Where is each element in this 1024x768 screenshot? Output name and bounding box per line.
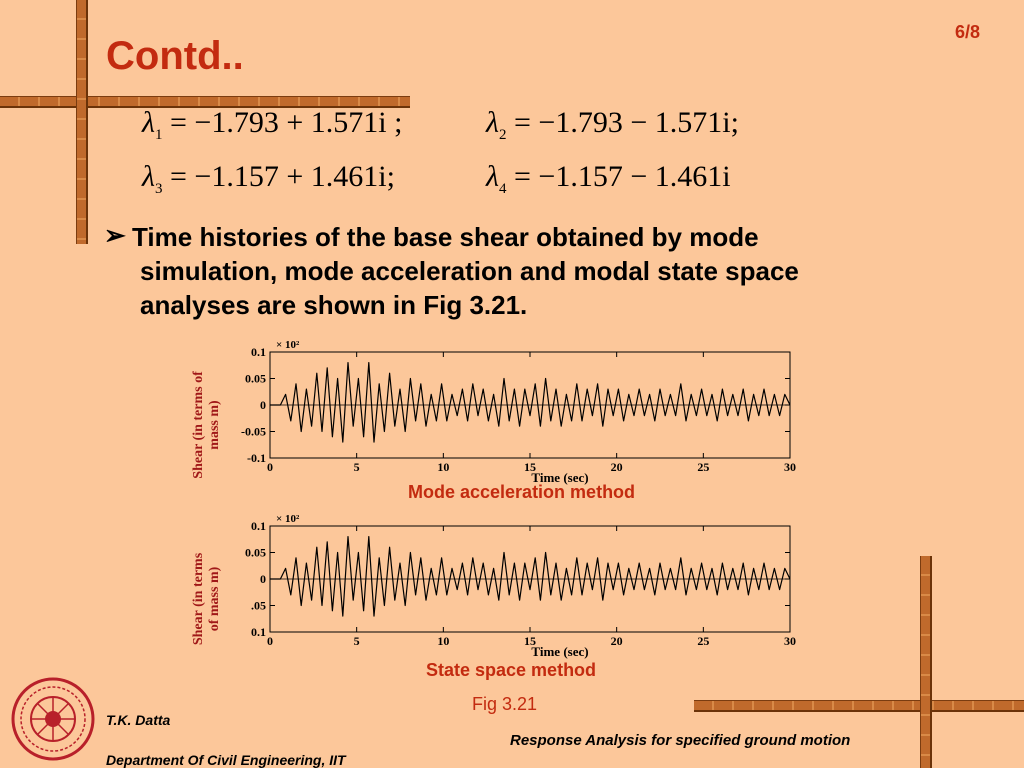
eigenvalue-3: λ3 = −1.157 + 1.461i; — [142, 160, 395, 197]
x-tick-label: 25 — [697, 460, 709, 474]
eigenvalue-1-index: 1 — [155, 127, 163, 143]
y-axis-label: of mass m) — [207, 566, 222, 631]
left-decorative-rail — [76, 0, 88, 244]
scale-label: × 10² — [276, 339, 300, 351]
x-tick-label: 0 — [267, 634, 273, 648]
x-tick-label: 15 — [524, 460, 536, 474]
y-tick-label: .05 — [251, 599, 266, 613]
y-tick-label: 0.05 — [245, 546, 266, 560]
x-tick-label: 0 — [267, 460, 273, 474]
y-tick-label: 0.1 — [251, 519, 266, 533]
eigenvalue-4-index: 4 — [499, 181, 507, 197]
bullet-line-1: Time histories of the base shear obtaine… — [132, 222, 759, 252]
y-tick-label: 0 — [260, 398, 266, 412]
y-axis-label: Shear (in terms — [191, 552, 206, 645]
y-tick-label: -0.1 — [247, 451, 266, 465]
bullet-arrow-icon: ➢ — [104, 220, 126, 250]
bottom-right-decorative-rail — [694, 700, 1024, 712]
scale-label: × 10² — [276, 513, 300, 525]
y-tick-label: 0.05 — [245, 372, 266, 386]
y-tick-label: 0.1 — [251, 625, 266, 639]
bullet-paragraph: Time histories of the base shear obtaine… — [132, 220, 932, 322]
right-decorative-rail — [920, 556, 932, 768]
y-tick-label: 0 — [260, 572, 266, 586]
y-axis-label: mass m) — [207, 400, 222, 450]
top-decorative-rail — [0, 96, 410, 108]
iit-logo — [11, 677, 95, 761]
x-tick-label: 20 — [611, 634, 623, 648]
chart-1-title: Mode acceleration method — [408, 482, 636, 502]
eigenvalue-1: λ1 = −1.793 + 1.571i ; — [142, 106, 403, 143]
x-axis-label: Time (sec) — [531, 470, 588, 485]
x-axis-label: Time (sec) — [531, 644, 588, 659]
x-tick-label: 25 — [697, 634, 709, 648]
x-tick-label: 15 — [524, 634, 536, 648]
x-tick-label: 30 — [784, 460, 796, 474]
x-tick-label: 10 — [437, 460, 449, 474]
eigenvalue-3-index: 3 — [155, 181, 163, 197]
y-tick-label: 0.1 — [251, 345, 266, 359]
y-axis-label: Shear (in terms of — [191, 371, 206, 479]
eigenvalue-3-value: = −1.157 + 1.461i; — [170, 160, 395, 193]
footer-author: T.K. Datta — [106, 712, 171, 728]
figure-caption: Fig 3.21 — [472, 694, 538, 714]
x-tick-label: 20 — [611, 460, 623, 474]
eigenvalue-1-value: = −1.793 + 1.571i ; — [170, 106, 403, 139]
x-tick-label: 30 — [784, 634, 796, 648]
slide-title: Contd.. — [106, 34, 244, 78]
x-tick-label: 5 — [354, 634, 360, 648]
footer-department: Department Of Civil Engineering, IIT — [106, 752, 346, 768]
eigenvalue-4: λ4 = −1.157 − 1.461i — [486, 160, 731, 197]
shear-series-line — [270, 362, 791, 443]
bullet-line-3: analyses are shown in Fig 3.21. — [140, 290, 528, 320]
eigenvalue-2-value: = −1.793 − 1.571i; — [514, 106, 739, 139]
bullet-line-2: simulation, mode acceleration and modal … — [140, 256, 799, 286]
eigenvalue-2: λ2 = −1.793 − 1.571i; — [486, 106, 739, 143]
chart-2-title: State space method — [426, 660, 597, 680]
y-tick-label: -0.05 — [241, 425, 266, 439]
shear-series-line — [270, 536, 791, 617]
page-number: 6/8 — [954, 22, 980, 42]
eigenvalue-4-value: = −1.157 − 1.461i — [514, 160, 731, 193]
eigenvalue-2-index: 2 — [499, 127, 507, 143]
x-tick-label: 10 — [437, 634, 449, 648]
footer-topic: Response Analysis for specified ground m… — [510, 732, 851, 749]
x-tick-label: 5 — [354, 460, 360, 474]
